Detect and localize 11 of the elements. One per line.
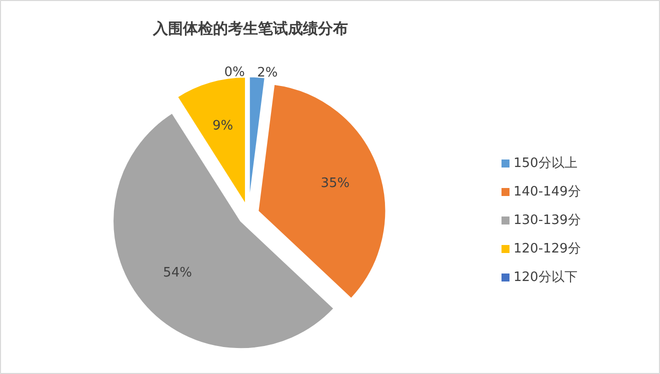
data-label: 35% xyxy=(320,176,350,191)
data-label: 9% xyxy=(212,118,234,134)
data-label: 54% xyxy=(163,266,192,281)
chart-title: 入围体检的考生笔试成绩分布 xyxy=(152,20,348,38)
legend-label: 120-129分 xyxy=(514,242,581,256)
legend-label: 140-149分 xyxy=(514,184,581,200)
data-label: 2% xyxy=(257,65,278,80)
legend-label: 120分以下 xyxy=(514,270,578,285)
legend-label: 130-139分 xyxy=(514,213,581,228)
legend-label: 150分以上 xyxy=(514,156,578,171)
text: 0% xyxy=(224,65,245,80)
